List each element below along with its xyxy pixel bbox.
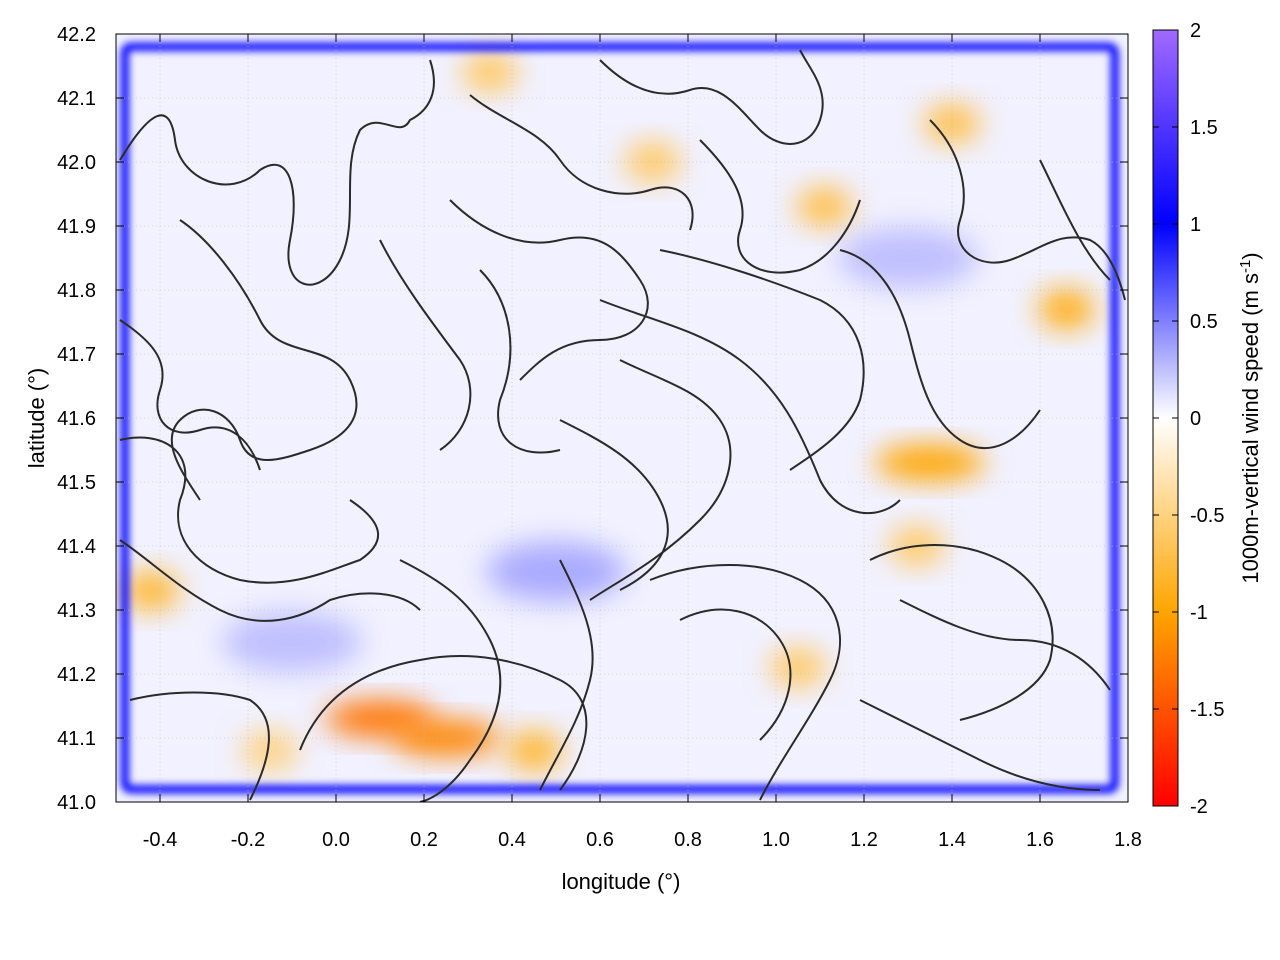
x-axis-label: longitude (°) <box>562 869 681 894</box>
downdraft-core-12 <box>242 730 298 771</box>
y-tick-label: 41.4 <box>57 536 96 558</box>
x-tick-label: 0.6 <box>586 829 614 851</box>
contour-line-16 <box>929 119 1126 301</box>
y-tick-label: 42.2 <box>57 24 96 46</box>
downdraft-core-7 <box>796 186 853 227</box>
colorbar-tick-label: -1 <box>1190 602 1208 624</box>
contour-line-14 <box>659 249 865 471</box>
downdraft-core-9 <box>462 52 518 93</box>
y-tick-label: 42.1 <box>57 88 96 110</box>
y-tick-label: 41.3 <box>57 600 96 622</box>
downdraft-core-5 <box>1038 289 1095 330</box>
contour-line-18 <box>649 564 841 801</box>
downdraft-core-6 <box>924 103 980 144</box>
colorbar-label-close: ) <box>1238 252 1263 259</box>
colorbar-ticks: -2 -1.5 -1 -0.5 0 0.5 1 1.5 2 <box>1153 20 1224 818</box>
x-tick-label: 1.4 <box>938 829 966 851</box>
colorbar-tick-label: 0 <box>1190 408 1201 430</box>
updraft-patch-1 <box>838 228 978 288</box>
x-tick-label: 1.0 <box>762 829 790 851</box>
contour-line-9 <box>379 239 472 451</box>
contour-line-26 <box>599 49 824 145</box>
contour-line-10 <box>479 269 561 454</box>
terrain-contours <box>119 49 1126 802</box>
colorbar-tick-label: -0.5 <box>1190 505 1224 527</box>
colorbar-tick-label: -1.5 <box>1190 699 1224 721</box>
contour-line-8 <box>469 94 694 231</box>
y-axis-label: latitude (°) <box>24 368 49 469</box>
downdraft-core-4 <box>875 444 985 481</box>
x-tick-label: 1.8 <box>1114 829 1142 851</box>
x-tick-label: 0.2 <box>410 829 438 851</box>
contour-line-0 <box>119 59 435 286</box>
x-tick-label: -0.2 <box>231 829 265 851</box>
y-tick-label: 42.0 <box>57 152 96 174</box>
contour-line-12 <box>589 359 732 601</box>
contour-line-3 <box>119 436 380 584</box>
y-tick-label: 41.0 <box>57 792 96 814</box>
x-tick-label: 0.0 <box>322 829 350 851</box>
x-tick-label: 1.6 <box>1026 829 1054 851</box>
x-tick-label: 1.2 <box>850 829 878 851</box>
colorbar-label-superscript: -1 <box>1237 260 1254 273</box>
contour-line-11 <box>599 299 901 514</box>
x-tick-label: 0.8 <box>674 829 702 851</box>
contour-line-24 <box>539 559 594 791</box>
contour-line-2 <box>119 319 261 471</box>
y-tick-label: 41.2 <box>57 664 96 686</box>
downdraft-core-3 <box>123 570 180 611</box>
updraft-patch-2 <box>222 612 362 672</box>
colorbar-label-text: 1000m-vertical wind speed (m s <box>1238 273 1263 584</box>
downdraft-core-11 <box>770 647 826 688</box>
contour-line-13 <box>559 419 669 591</box>
y-tick-label: 41.6 <box>57 408 96 430</box>
x-axis-ticks: -0.4 -0.2 0.0 0.2 0.4 0.6 0.8 1.0 1.2 1.4 1.6 1.8 <box>143 34 1142 851</box>
contour-line-15 <box>839 249 1041 450</box>
contour-line-25 <box>699 139 861 274</box>
contour-line-1 <box>170 219 358 501</box>
x-tick-label: -0.4 <box>143 829 177 851</box>
contour-line-6 <box>299 655 588 791</box>
downdraft-core-1 <box>391 720 501 756</box>
contour-line-19 <box>679 608 792 741</box>
x-tick-label: 0.4 <box>498 829 526 851</box>
contour-line-22 <box>859 699 1101 791</box>
y-tick-label: 41.9 <box>57 216 96 238</box>
contour-line-21 <box>899 599 1111 691</box>
contour-line-5 <box>129 691 270 801</box>
colorbar-label: 1000m-vertical wind speed (m s-1) <box>1237 252 1263 583</box>
contour-line-17 <box>1039 159 1111 281</box>
colorbar-tick-label: 1 <box>1190 214 1201 236</box>
downdraft-core-2 <box>506 730 562 771</box>
y-tick-label: 41.8 <box>57 280 96 302</box>
contour-line-23 <box>399 559 502 802</box>
y-tick-label: 41.1 <box>57 728 96 750</box>
y-axis-ticks: 41.0 41.1 41.2 41.3 41.4 41.5 41.6 41.7 41.8 41.9… <box>57 24 1128 814</box>
contour-line-20 <box>869 544 1054 721</box>
y-tick-label: 41.5 <box>57 472 96 494</box>
grid-lines <box>116 34 1128 802</box>
contour-line-4 <box>119 539 421 622</box>
colorbar-tick-label: -2 <box>1190 796 1208 818</box>
y-tick-label: 41.7 <box>57 344 96 366</box>
colorbar-tick-label: 1.5 <box>1190 117 1218 139</box>
contour-line-7 <box>449 199 649 381</box>
colorbar-tick-label: 0.5 <box>1190 311 1218 333</box>
colorbar-tick-label: 2 <box>1190 20 1201 42</box>
updraft-patch-0 <box>486 541 626 602</box>
